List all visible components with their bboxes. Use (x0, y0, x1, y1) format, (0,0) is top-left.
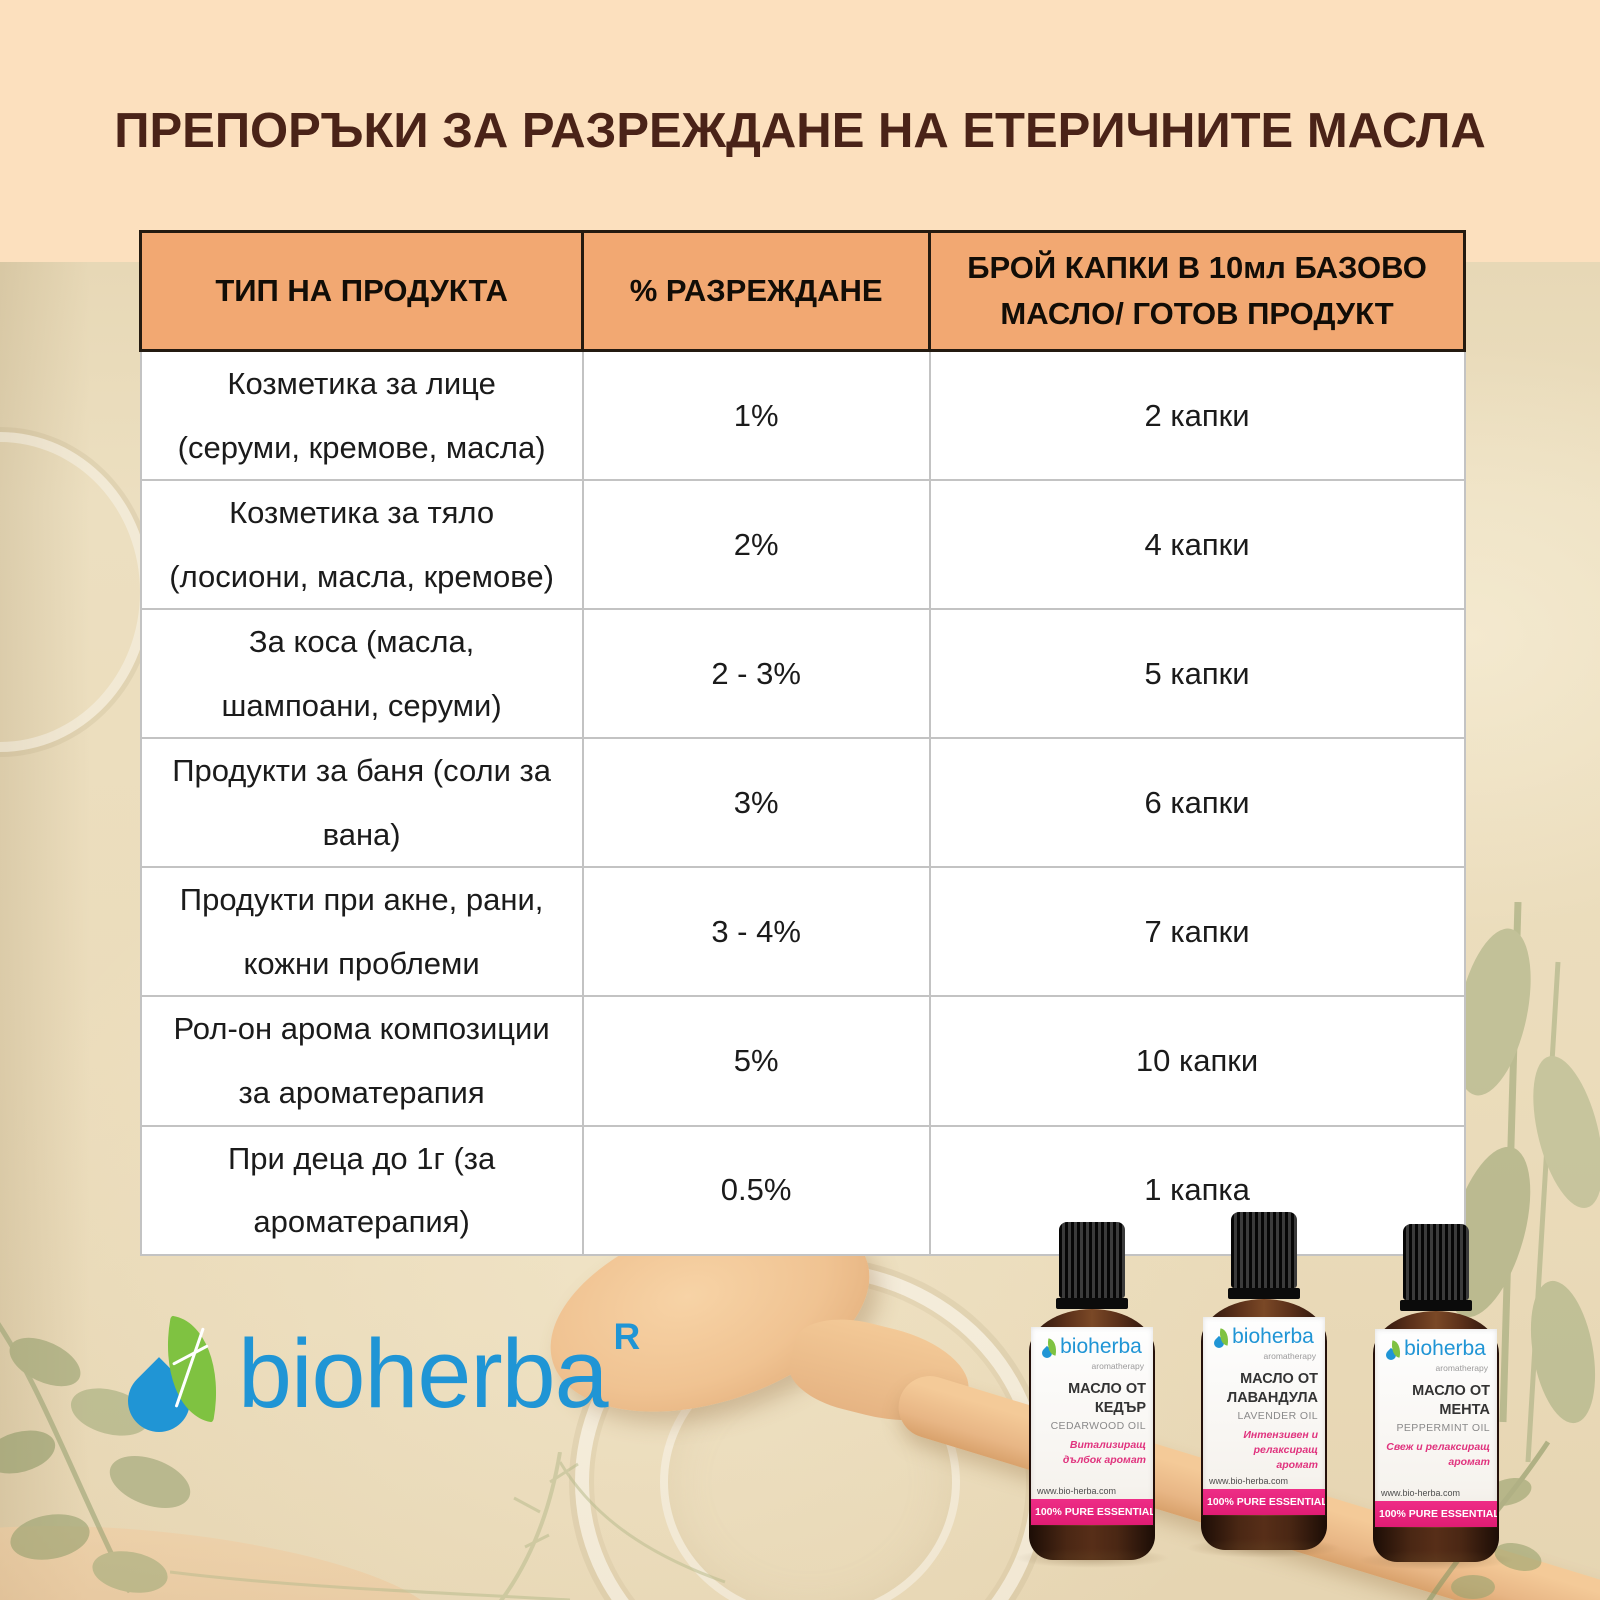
header-drops-count: БРОЙ КАПКИ В 10мл БАЗОВО МАСЛО/ ГОТОВ ПР… (928, 230, 1466, 352)
dilution-table: ТИП НА ПРОДУКТА % РАЗРЕЖДАНЕ БРОЙ КАПКИ … (138, 230, 1466, 1256)
brand-name-text: bioherba (238, 1319, 609, 1428)
product-bottle-lavender: bioherba aromatherapy МАСЛО ОТ ЛАВАНДУЛА… (1186, 1212, 1342, 1558)
bioherba-mini-logo-icon (1384, 1340, 1403, 1363)
product-bottle-peppermint: bioherba aromatherapy МАСЛО ОТ МЕНТА PEP… (1358, 1224, 1514, 1570)
label-tagline: Витализиращ дълбок аромат (1062, 1438, 1146, 1466)
bottle-body: bioherba aromatherapy МАСЛО ОТ ЛАВАНДУЛА… (1201, 1317, 1327, 1516)
cell-drops: 1 капка (928, 1124, 1466, 1256)
bottle-cap (1059, 1222, 1125, 1298)
cell-dilution: 3 - 4% (581, 866, 931, 998)
label-product-name-en: CEDARWOOD OIL (1050, 1419, 1146, 1432)
cell-drops: 2 капки (928, 349, 1466, 482)
cell-dilution: 3% (581, 737, 931, 869)
label-product-name-en: LAVENDER OIL (1237, 1409, 1318, 1422)
bottle-body: bioherba aromatherapy МАСЛО ОТ МЕНТА PEP… (1373, 1329, 1499, 1528)
label-pink-band: 100% PURE ESSENTIAL OIL 10ml ℮ (1375, 1501, 1497, 1527)
cell-dilution: 1% (581, 349, 931, 482)
bioherba-mini-logo-icon (1212, 1328, 1231, 1351)
registered-mark: R (613, 1316, 641, 1357)
header-product-type: ТИП НА ПРОДУКТА (138, 230, 585, 352)
label-website: www.bio-herba.com (1381, 1488, 1461, 1498)
cell-product: Козметика за лице (серуми, кремове, масл… (139, 349, 584, 482)
label-website: www.bio-herba.com (1037, 1486, 1117, 1496)
table-row: При деца до 1г (за ароматерапия) 0.5% 1 … (139, 1124, 1466, 1256)
glass-jar-decoration (0, 432, 150, 752)
label-subtitle: aromatherapy (1091, 1361, 1144, 1371)
bottle-label: bioherba aromatherapy МАСЛО ОТ КЕДЪР CED… (1031, 1327, 1153, 1525)
cell-drops: 10 капки (928, 995, 1466, 1127)
header-dilution-percent: % РАЗРЕЖДАНЕ (581, 230, 932, 352)
table-row: Козметика за тяло (лосиони, масла, кремо… (139, 479, 1466, 611)
table-row: Козметика за лице (серуми, кремове, масл… (139, 349, 1466, 482)
bioherba-brand-logo: bioherba R (115, 1315, 641, 1446)
table-row: За коса (масла, шампоани, серуми) 2 - 3%… (139, 608, 1466, 740)
label-pink-band: 100% PURE ESSENTIAL OIL 10ml ℮ (1031, 1499, 1153, 1525)
label-product-name-en: PEPPERMINT OIL (1396, 1421, 1490, 1434)
label-product-name-bg: МАСЛО ОТ ЛАВАНДУЛА (1227, 1371, 1318, 1406)
cell-drops: 6 капки (928, 737, 1466, 869)
label-subtitle: aromatherapy (1435, 1363, 1488, 1373)
table-row: Продукти при акне, рани, кожни проблеми … (139, 866, 1466, 998)
cell-drops: 7 капки (928, 866, 1466, 998)
cell-product: За коса (масла, шампоани, серуми) (139, 608, 584, 740)
brand-name: bioherba R (238, 1316, 641, 1422)
table-row: Продукти за баня (соли за вана) 3% 6 кап… (139, 737, 1466, 869)
bioherba-logo-icon (115, 1315, 231, 1446)
bottle-cap-ring (1056, 1298, 1128, 1309)
herb-stem-bottom (170, 1452, 726, 1600)
bottle-label: bioherba aromatherapy МАСЛО ОТ МЕНТА PEP… (1375, 1329, 1497, 1527)
bottle-label: bioherba aromatherapy МАСЛО ОТ ЛАВАНДУЛА… (1203, 1317, 1325, 1515)
label-brand-row: bioherba (1382, 1337, 1490, 1363)
label-product-name-bg: МАСЛО ОТ КЕДЪР (1068, 1381, 1146, 1416)
bottle-base (1373, 1528, 1499, 1562)
table-header-row: ТИП НА ПРОДУКТА % РАЗРЕЖДАНЕ БРОЙ КАПКИ … (138, 230, 1466, 352)
label-tagline: Свеж и релаксиращ аромат (1386, 1440, 1490, 1468)
bottle-cap (1403, 1224, 1469, 1300)
label-pink-band: 100% PURE ESSENTIAL OIL 10ml ℮ (1203, 1489, 1325, 1515)
bottle-cap (1231, 1212, 1297, 1288)
table-row: Рол-он арома композиции за ароматерапия … (139, 995, 1466, 1127)
cell-dilution: 2% (581, 479, 931, 611)
label-brand-row: bioherba (1038, 1335, 1146, 1361)
cell-drops: 4 капки (928, 479, 1466, 611)
cell-product: При деца до 1г (за ароматерапия) (139, 1124, 584, 1256)
cell-dilution: 5% (581, 995, 931, 1127)
label-brand-name: bioherba (1404, 1337, 1486, 1360)
label-website: www.bio-herba.com (1209, 1476, 1289, 1486)
bottle-body: bioherba aromatherapy МАСЛО ОТ КЕДЪР CED… (1029, 1327, 1155, 1526)
bottle-base (1029, 1526, 1155, 1560)
cell-drops: 5 капки (928, 608, 1466, 740)
bottle-base (1201, 1516, 1327, 1550)
bottle-cap-ring (1228, 1288, 1300, 1299)
cell-product: Козметика за тяло (лосиони, масла, кремо… (139, 479, 584, 611)
bioherba-mini-logo-icon (1040, 1338, 1059, 1361)
label-brand-row: bioherba (1210, 1325, 1318, 1351)
bottle-cap-ring (1400, 1300, 1472, 1311)
label-product-name-bg: МАСЛО ОТ МЕНТА (1412, 1383, 1490, 1418)
product-bottle-cedarwood: bioherba aromatherapy МАСЛО ОТ КЕДЪР CED… (1014, 1222, 1170, 1568)
top-band-background (0, 0, 1600, 262)
label-brand-name: bioherba (1060, 1335, 1142, 1358)
herb-sprig-left (0, 1322, 191, 1594)
cell-dilution: 0.5% (581, 1124, 931, 1256)
label-tagline: Интензивен и релаксиращ аромат (1243, 1428, 1318, 1472)
cell-dilution: 2 - 3% (581, 608, 931, 740)
cell-product: Продукти при акне, рани, кожни проблеми (139, 866, 584, 998)
page-title: ПРЕПОРЪКИ ЗА РАЗРЕЖДАНЕ НА ЕТЕРИЧНИТЕ МА… (114, 104, 1486, 158)
cell-product: Рол-он арома композиции за ароматерапия (139, 995, 584, 1127)
label-subtitle: aromatherapy (1263, 1351, 1316, 1361)
label-brand-name: bioherba (1232, 1325, 1314, 1348)
cell-product: Продукти за баня (соли за вана) (139, 737, 584, 869)
